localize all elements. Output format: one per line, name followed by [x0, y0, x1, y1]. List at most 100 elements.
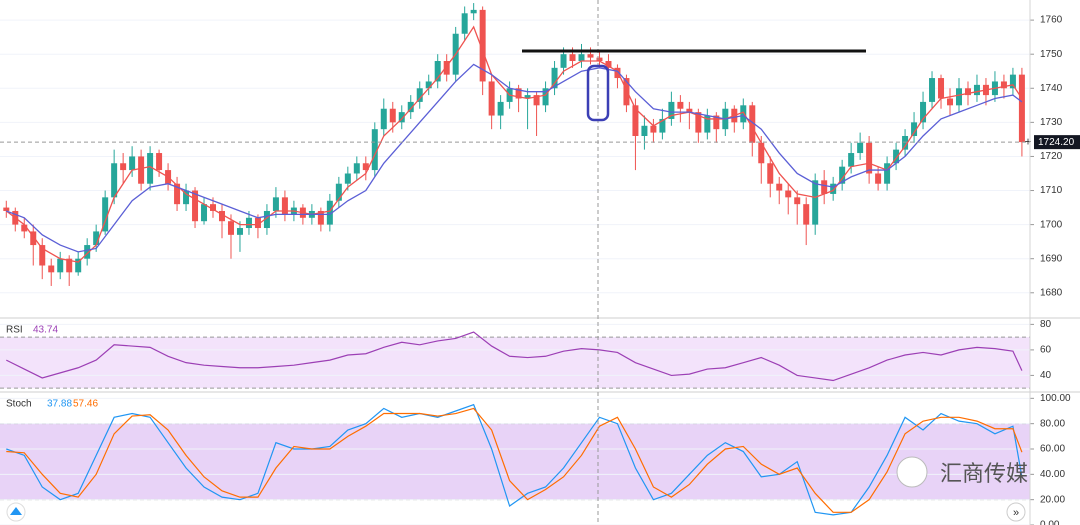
candle-body: [443, 61, 450, 75]
candle-body: [659, 118, 666, 133]
candle-body: [569, 54, 576, 62]
candle-body: [129, 156, 136, 171]
candle-body: [542, 88, 549, 106]
candle-body: [614, 67, 621, 79]
candle-body: [120, 163, 127, 171]
moving-average: [6, 63, 1023, 253]
band: [0, 337, 1030, 389]
pane-value: 43.74: [33, 325, 58, 336]
pane-title: Stoch: [6, 399, 32, 410]
candle-body: [902, 135, 909, 150]
candle-body: [623, 78, 630, 106]
candle-body: [704, 115, 711, 133]
candle-body: [111, 163, 118, 198]
candle-body: [201, 204, 208, 222]
watermark: 汇商传媒: [940, 461, 1028, 486]
candle-body: [650, 125, 657, 133]
indicator-line: [6, 407, 1023, 513]
candle-body: [326, 200, 333, 225]
candle-body: [479, 9, 486, 82]
candle-body: [398, 112, 405, 123]
candle-body: [470, 9, 477, 14]
candle-body: [938, 78, 945, 99]
candle-body: [344, 173, 351, 184]
pane-value: 37.88: [47, 399, 72, 410]
candle-body: [767, 163, 774, 184]
y-tick-label: 80: [1040, 319, 1052, 330]
candle-body: [1000, 81, 1007, 89]
y-tick-label: 60: [1040, 345, 1052, 356]
candle-body: [686, 108, 693, 113]
candle-body: [57, 258, 64, 273]
candle-body: [380, 108, 387, 130]
candle-body: [830, 183, 837, 194]
y-tick-label: 100.00: [1040, 393, 1071, 404]
candle-body: [551, 67, 558, 89]
candle-body: [48, 265, 55, 273]
candle-body: [416, 88, 423, 102]
candle-body: [695, 112, 702, 133]
indicator-line: [6, 403, 1023, 516]
candle-body: [605, 61, 612, 68]
candle-body: [183, 190, 190, 205]
price-label: 1724.20: [1038, 137, 1075, 148]
y-tick-label: 1710: [1040, 185, 1063, 196]
candle-body: [497, 101, 504, 116]
candle-body: [632, 105, 639, 136]
crosshair-plus: +: [1024, 134, 1031, 148]
candle-body: [596, 57, 603, 62]
candle-body: [245, 217, 252, 229]
pane-title: RSI: [6, 325, 23, 336]
candle-body: [857, 142, 864, 154]
candle-body: [210, 204, 217, 211]
candle-body: [641, 125, 648, 136]
candle-body: [794, 197, 801, 205]
highlight-box[interactable]: [586, 64, 610, 122]
candle-body: [3, 207, 10, 211]
candle-body: [192, 190, 199, 222]
scroll-button[interactable]: [1006, 502, 1026, 522]
candle-body: [434, 61, 441, 82]
candle-body: [749, 105, 756, 143]
candle-body: [866, 142, 873, 174]
moving-average: [5, 25, 1023, 263]
candle-body: [812, 180, 819, 225]
candle-body: [884, 163, 891, 184]
candle-body: [920, 101, 927, 123]
y-tick-label: 20.00: [1040, 494, 1065, 505]
candle-body: [1009, 74, 1016, 89]
y-tick-label: 40.00: [1040, 469, 1065, 480]
y-tick-label: 1760: [1040, 15, 1063, 26]
candle-body: [362, 163, 369, 171]
candle-body: [668, 101, 675, 119]
y-tick-label: 40: [1040, 370, 1052, 381]
candle-body: [227, 221, 234, 235]
candle-body: [947, 98, 954, 106]
candle-body: [587, 54, 594, 58]
candle-body: [461, 13, 468, 34]
candle-body: [371, 129, 378, 171]
y-tick-label: 1730: [1040, 117, 1063, 128]
candle-body: [272, 197, 279, 211]
candle-body: [848, 153, 855, 167]
candle-body: [407, 101, 414, 113]
y-tick-label: 1750: [1040, 49, 1063, 60]
candle-body: [218, 210, 225, 222]
candle-body: [713, 115, 720, 130]
candle-body: [785, 190, 792, 198]
candle-body: [758, 142, 765, 164]
scroll-icon: »: [1013, 507, 1019, 519]
price-label-box: [1034, 135, 1080, 150]
candle-body: [263, 210, 270, 229]
candle-body: [803, 204, 810, 225]
candle-body: [75, 258, 82, 273]
candle-body: [578, 54, 585, 62]
candle-body: [839, 166, 846, 184]
candle-body: [138, 156, 145, 184]
band: [0, 423, 1030, 500]
candle-body: [281, 197, 288, 215]
candle-body: [1018, 74, 1025, 143]
candle-body: [93, 231, 100, 246]
candle-body: [515, 88, 522, 99]
